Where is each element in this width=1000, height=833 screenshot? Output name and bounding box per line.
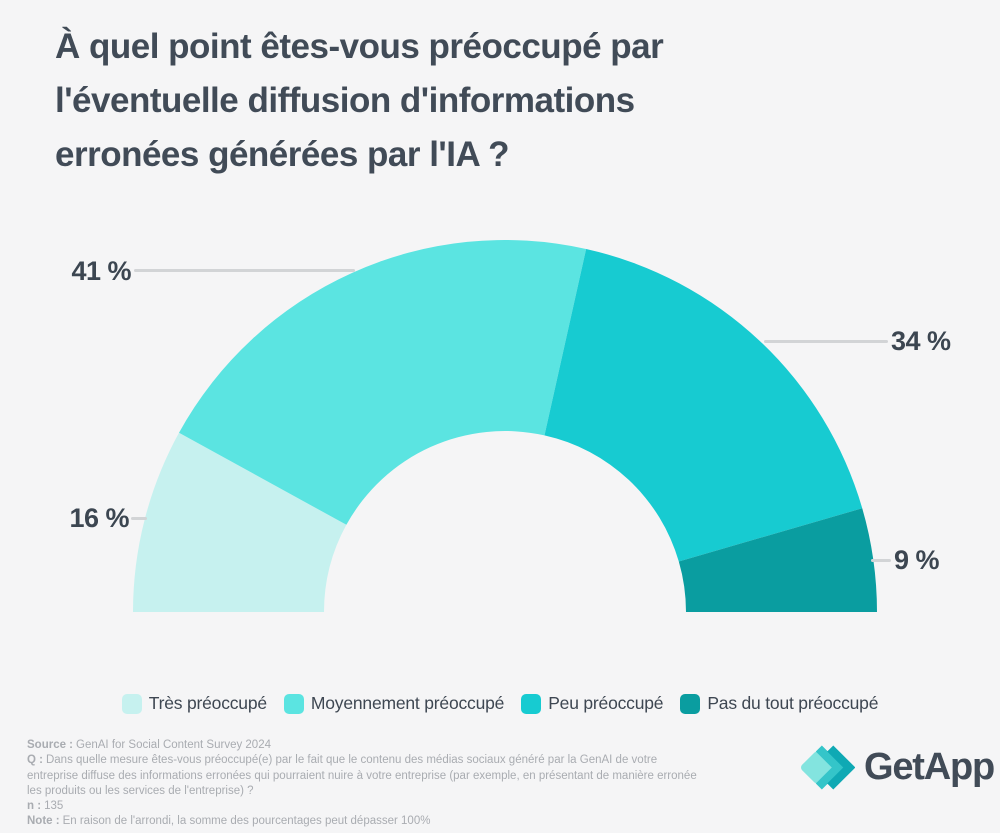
legend-swatch-peu xyxy=(521,693,542,714)
footer-source: Source : GenAI for Social Content Survey … xyxy=(27,738,702,753)
callout-line-tres xyxy=(131,517,147,520)
footer-question-text: Dans quelle mesure êtes-vous préoccupé(e… xyxy=(27,754,697,797)
callout-label-pas-du-tout: 9 % xyxy=(894,545,940,575)
getapp-logo: GetApp xyxy=(796,742,995,793)
title-line-3: erronées générées par l'IA ? xyxy=(55,135,510,174)
footer-n: n :135 xyxy=(27,799,702,814)
legend-item-pas-du-tout: Pas du tout préoccupé xyxy=(680,693,878,714)
footer-notes: Source : GenAI for Social Content Survey … xyxy=(27,738,702,830)
legend-item-peu: Peu préoccupé xyxy=(521,693,664,714)
gauge-segment-3 xyxy=(678,508,877,612)
footer-note-label: Note : xyxy=(27,815,60,828)
callout-line-moyennement xyxy=(134,269,355,272)
page-title: À quel point êtes-vous préoccupé par l'é… xyxy=(55,20,664,182)
legend-item-moyennement: Moyennement préoccupé xyxy=(283,693,505,714)
legend-label-tres: Très préoccupé xyxy=(148,693,267,713)
legend-label-peu: Peu préoccupé xyxy=(548,693,664,713)
getapp-logo-text: GetApp xyxy=(864,746,995,788)
getapp-logo-icon xyxy=(801,745,855,790)
callout-line-pas-du-tout xyxy=(871,559,891,562)
legend-swatch-moyennement xyxy=(283,693,304,714)
title-line-2: l'éventuelle diffusion d'informations xyxy=(55,81,635,120)
callout-label-moyennement: 41 % xyxy=(71,256,131,286)
callout-line-peu xyxy=(764,340,888,343)
gauge-segment-1 xyxy=(179,240,587,525)
footer-n-label: n : xyxy=(27,800,42,813)
footer-source-label: Source : xyxy=(27,739,74,751)
legend-label-pas-du-tout: Pas du tout préoccupé xyxy=(707,693,879,713)
footer-question: Q : Dans quelle mesure êtes-vous préoccup… xyxy=(27,753,702,799)
callout-label-tres: 16 % xyxy=(69,503,129,533)
gauge-segment-0 xyxy=(133,432,347,612)
legend-swatch-tres xyxy=(121,693,142,714)
footer-note-text: En raison de l'arrondi, la somme des pou… xyxy=(62,815,431,828)
legend-item-tres: Très préoccupé xyxy=(121,693,267,714)
gauge-segments xyxy=(133,240,877,612)
legend-swatch-pas-du-tout xyxy=(680,693,701,714)
gauge-segment-2 xyxy=(544,248,863,562)
callout-label-peu: 34 % xyxy=(891,326,951,356)
footer-source-text: GenAI for Social Content Survey 2024 xyxy=(76,739,271,751)
legend: Très préoccupé Moyennement préoccupé Peu… xyxy=(0,693,1000,714)
logo-chevron-2 xyxy=(827,745,855,790)
footer-question-label: Q : xyxy=(27,754,43,767)
title-line-1: À quel point êtes-vous préoccupé par xyxy=(55,27,664,66)
footer-n-text: 135 xyxy=(44,800,64,813)
logo-chevron-1 xyxy=(815,745,844,790)
legend-label-moyennement: Moyennement préoccupé xyxy=(310,693,505,713)
footer-note: Note : En raison de l'arrondi, la somme d… xyxy=(27,814,702,829)
